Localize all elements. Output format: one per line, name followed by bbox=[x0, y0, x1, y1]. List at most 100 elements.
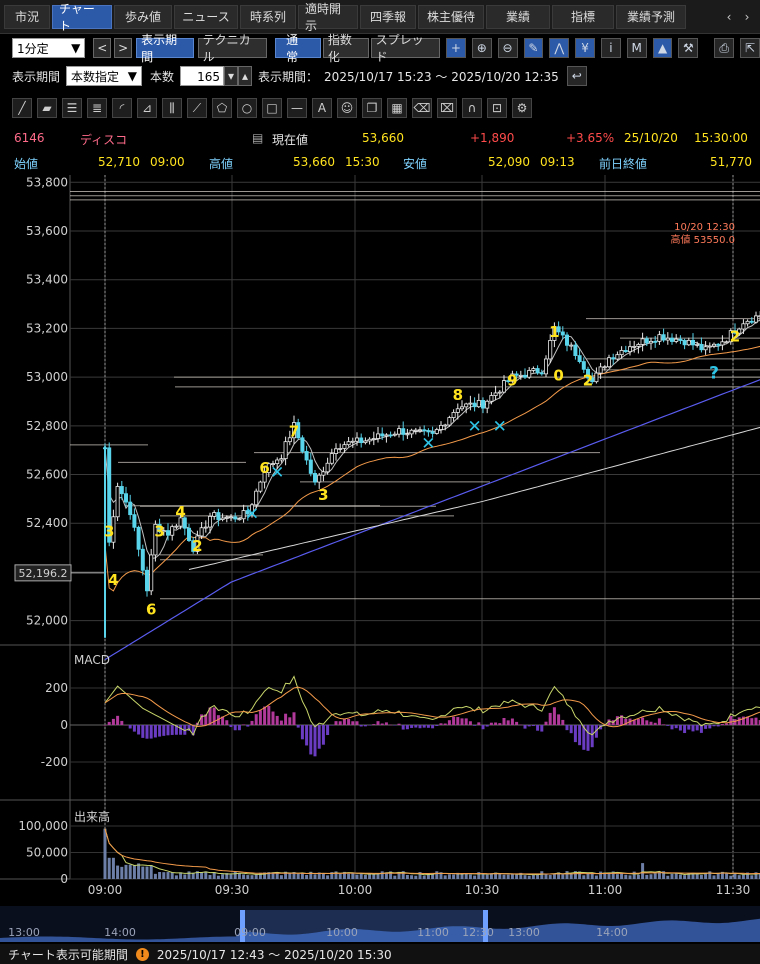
volume-bar bbox=[405, 874, 409, 879]
tab-7[interactable]: 株主優待 bbox=[418, 4, 484, 29]
count-down-icon[interactable]: ▾ bbox=[224, 66, 239, 86]
macd-histogram-bar bbox=[162, 725, 166, 736]
macd-histogram-bar bbox=[599, 725, 603, 730]
volume-bar bbox=[120, 866, 124, 879]
fan-tool-icon[interactable]: ⊿ bbox=[137, 98, 157, 118]
candle-body bbox=[266, 463, 271, 474]
footer: チャート表示可能期間 ! 2025/10/17 12:43 ～ 2025/10/… bbox=[0, 944, 760, 964]
macd-histogram-bar bbox=[641, 717, 645, 725]
volume-bar bbox=[330, 872, 334, 879]
rect-tool-icon[interactable]: □ bbox=[262, 98, 282, 118]
circle-tool-icon[interactable]: ○ bbox=[237, 98, 257, 118]
count-input[interactable]: 165 bbox=[180, 66, 225, 86]
macd-histogram-bar bbox=[573, 725, 577, 743]
wrench-icon[interactable]: ⚒ bbox=[678, 38, 699, 58]
candle-body bbox=[506, 380, 511, 382]
macd-histogram-bar bbox=[368, 725, 372, 726]
volume-bar bbox=[338, 873, 342, 879]
prev-button[interactable]: < bbox=[93, 38, 112, 58]
volume-bar bbox=[670, 873, 674, 879]
text-tool-icon[interactable]: A bbox=[312, 98, 332, 118]
macd-histogram-bar bbox=[317, 725, 321, 749]
macd-histogram-bar bbox=[296, 725, 300, 728]
tab-4[interactable]: 時系列 bbox=[240, 4, 296, 29]
candle-body bbox=[443, 424, 448, 427]
wave-label: 2 bbox=[192, 537, 202, 555]
candle-body bbox=[174, 525, 179, 528]
zoom-out-icon[interactable]: ⊖ bbox=[497, 38, 518, 58]
volume-bar bbox=[313, 874, 317, 879]
tab-5[interactable]: 適時開示 bbox=[298, 2, 358, 33]
candle-body bbox=[581, 361, 586, 370]
tab-2[interactable]: 歩み値 bbox=[114, 4, 172, 29]
volume-bar bbox=[170, 872, 174, 879]
candle-body bbox=[489, 395, 494, 402]
hline-tool-icon[interactable]: — bbox=[287, 98, 307, 118]
volume-bar bbox=[473, 875, 477, 879]
copy-tool-icon[interactable]: ❐ bbox=[362, 98, 382, 118]
yen-icon[interactable]: ¥ bbox=[575, 38, 595, 58]
tab-8[interactable]: 業績 bbox=[486, 4, 550, 29]
zoom-in-icon[interactable]: ⊕ bbox=[471, 38, 492, 58]
ruler-tool-icon[interactable]: ▰ bbox=[37, 98, 57, 118]
volume-bar bbox=[456, 872, 460, 879]
volume-bar bbox=[372, 873, 376, 879]
candle-body bbox=[346, 441, 351, 446]
eraser-tool-icon[interactable]: ⌫ bbox=[412, 98, 432, 118]
next-button[interactable]: > bbox=[114, 38, 133, 58]
wave-icon[interactable]: ⋀ bbox=[549, 38, 570, 58]
tab-10[interactable]: 業績予測 bbox=[616, 4, 686, 29]
macd-histogram-bar bbox=[489, 722, 493, 725]
tab-0[interactable]: 市況 bbox=[4, 4, 50, 29]
macd-histogram-bar bbox=[712, 725, 716, 727]
pentagon-tool-icon[interactable]: ⬠ bbox=[212, 98, 232, 118]
navigator-time-label: 09:00 bbox=[234, 926, 266, 939]
gann-tool-icon[interactable]: ⟋ bbox=[187, 98, 207, 118]
candle-body bbox=[539, 372, 544, 375]
arc-tool-icon[interactable]: ◜ bbox=[112, 98, 132, 118]
count-up-icon[interactable]: ▴ bbox=[238, 66, 253, 86]
print-icon[interactable]: ⎙ bbox=[714, 38, 735, 58]
tab-6[interactable]: 四季報 bbox=[360, 4, 416, 29]
hlines2-tool-icon[interactable]: ≣ bbox=[87, 98, 107, 118]
price-tick-label: 53,200 bbox=[26, 321, 68, 335]
grid-tool-icon[interactable]: ▦ bbox=[387, 98, 407, 118]
candle-body bbox=[544, 358, 549, 375]
my-icon[interactable]: M bbox=[626, 38, 647, 58]
magnet-tool-icon[interactable]: ∩ bbox=[462, 98, 482, 118]
navigator-time-label: 11:00 bbox=[417, 926, 449, 939]
volume-bar bbox=[565, 871, 569, 879]
macd-histogram-bar bbox=[670, 725, 674, 730]
candle-body bbox=[586, 368, 591, 379]
area-chart-icon[interactable]: ▲ bbox=[652, 38, 673, 58]
ohlc-row: 始値 52,710 09:00 高値 53,660 15:30 安値 52,09… bbox=[0, 152, 760, 172]
tab-prev-icon[interactable]: ‹ bbox=[726, 10, 732, 24]
volume-bar bbox=[384, 872, 388, 879]
eraser2-tool-icon[interactable]: ⌧ bbox=[437, 98, 457, 118]
line-tool-icon[interactable]: ╱ bbox=[12, 98, 32, 118]
tab-3[interactable]: ニュース bbox=[174, 4, 238, 29]
tab-next-icon[interactable]: › bbox=[744, 10, 750, 24]
icon-tool-icon[interactable]: ☺ bbox=[337, 98, 357, 118]
hlines-tool-icon[interactable]: ☰ bbox=[62, 98, 82, 118]
volume-bar bbox=[355, 874, 359, 879]
info-icon[interactable]: i bbox=[600, 38, 621, 58]
return-icon[interactable]: ↩ bbox=[566, 66, 587, 86]
candle-body bbox=[438, 424, 443, 430]
tab-9[interactable]: 指標 bbox=[552, 4, 614, 29]
macd-histogram-bar bbox=[174, 725, 178, 735]
settings-tool-icon[interactable]: ⚙ bbox=[512, 98, 532, 118]
wave-label: 0 bbox=[553, 367, 563, 385]
navigator-time-label: 14:00 bbox=[596, 926, 628, 939]
macd-histogram-bar bbox=[422, 725, 426, 728]
interval-select[interactable]: 1分定 ▼ bbox=[12, 38, 86, 58]
vlines-tool-icon[interactable]: ⫼ bbox=[162, 98, 182, 118]
popout-icon[interactable]: ⇱ bbox=[740, 38, 760, 58]
volume-bar bbox=[334, 871, 338, 879]
lock-tool-icon[interactable]: ⊡ bbox=[487, 98, 507, 118]
period-select[interactable]: 本数指定 ▼ bbox=[66, 66, 143, 86]
pencil-icon[interactable]: ✎ bbox=[523, 38, 544, 58]
mode-normal-button[interactable]: 通常 bbox=[275, 33, 321, 64]
crosshair-icon[interactable]: + bbox=[446, 38, 466, 58]
